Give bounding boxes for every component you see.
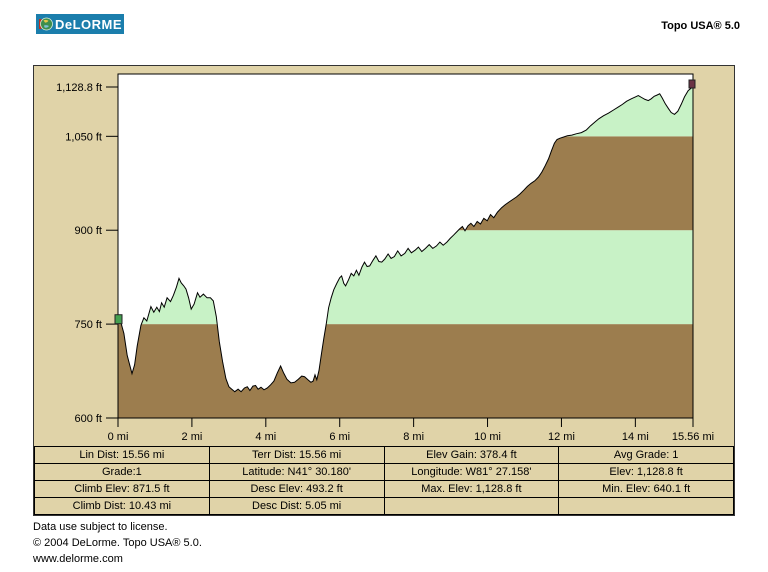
stats-cell: Elev Gain: 378.4 ft (383, 446, 560, 464)
logo-text: DeLORME (55, 16, 123, 32)
route-stats-table: Lin Dist: 15.56 mi Terr Dist: 15.56 mi Ele… (34, 446, 734, 515)
x-tick-label: 14 mi (622, 431, 649, 443)
stats-row: Climb Elev: 871.5 ft Desc Elev: 493.2 ft M… (34, 480, 734, 498)
end-marker (688, 79, 696, 89)
license-footer: Data use subject to license. © 2004 DeLo… (33, 519, 202, 567)
stats-cell: Climb Elev: 871.5 ft (34, 480, 210, 498)
license-line: Data use subject to license. (33, 521, 168, 533)
stats-cell: Terr Dist: 15.56 mi (208, 446, 385, 464)
stats-cell: Desc Elev: 493.2 ft (208, 480, 385, 498)
stats-row: Lin Dist: 15.56 mi Terr Dist: 15.56 mi Ele… (34, 446, 734, 464)
elevation-profile-panel: 1,128.8 ft 1,050 ft 900 ft 750 ft 600 ft 0 mi… (33, 65, 735, 516)
app-title: Topo USA® 5.0 (661, 20, 740, 32)
stats-cell: Elev: 1,128.8 ft (558, 463, 734, 481)
start-marker (114, 314, 123, 325)
y-tick-label: 1,050 ft (65, 131, 102, 143)
x-tick-label: 4 mi (255, 431, 276, 443)
stats-cell: Min. Elev: 640.1 ft (558, 480, 734, 498)
x-tick-label: 15.56 mi (672, 431, 714, 443)
stats-cell: Lin Dist: 15.56 mi (34, 446, 210, 464)
stats-row: Climb Dist: 10.43 mi Desc Dist: 5.05 mi (34, 497, 734, 515)
y-tick-label: 1,128.8 ft (56, 82, 102, 94)
x-tick-label: 6 mi (329, 431, 350, 443)
terrain-outline (117, 86, 694, 419)
stats-cell: Climb Dist: 10.43 mi (34, 497, 210, 515)
delorme-logo: DeLORME (36, 14, 124, 34)
y-tick-label: 900 ft (74, 225, 102, 237)
stats-cell (558, 497, 734, 515)
stats-cell: Latitude: N41° 30.180' (208, 463, 385, 481)
stats-cell (383, 497, 560, 515)
stats-cell: Max. Elev: 1,128.8 ft (383, 480, 560, 498)
stats-row: Grade:1 Latitude: N41° 30.180' Longitude: … (34, 463, 734, 481)
globe-icon (39, 17, 53, 31)
y-tick-label: 600 ft (74, 413, 102, 425)
stats-cell: Avg Grade: 1 (558, 446, 734, 464)
copyright-line: © 2004 DeLorme. Topo USA® 5.0. (33, 537, 202, 549)
x-tick-label: 8 mi (403, 431, 424, 443)
y-tick-label: 750 ft (74, 319, 102, 331)
x-tick-label: 0 mi (108, 431, 129, 443)
x-tick-label: 12 mi (548, 431, 575, 443)
stats-cell: Desc Dist: 5.05 mi (208, 497, 385, 515)
elevation-profile-chart: 1,128.8 ft 1,050 ft 900 ft 750 ft 600 ft 0 mi… (56, 73, 714, 443)
x-tick-label: 10 mi (474, 431, 501, 443)
terrain-band (118, 324, 693, 418)
stats-cell: Grade:1 (34, 463, 210, 481)
website-line: www.delorme.com (33, 553, 123, 565)
x-tick-label: 2 mi (182, 431, 203, 443)
stats-cell: Longitude: W81° 27.158' (383, 463, 560, 481)
